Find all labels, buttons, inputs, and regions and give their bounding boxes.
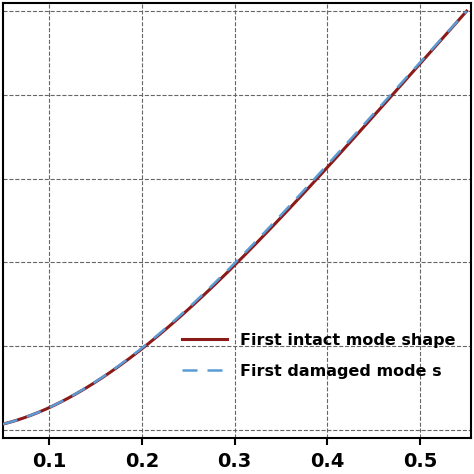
Legend: First intact mode shape, First damaged mode s: First intact mode shape, First damaged m… [174, 325, 463, 387]
Line: First damaged mode s: First damaged mode s [3, 11, 466, 424]
First intact mode shape [347, 139, 353, 145]
First intact mode shape [464, 9, 469, 14]
First damaged mode s [108, 369, 113, 374]
First intact mode shape [108, 369, 113, 375]
First damaged mode s [464, 9, 469, 14]
First intact mode shape [208, 286, 214, 292]
First damaged mode s [208, 284, 214, 290]
First intact mode shape [427, 50, 432, 56]
First damaged mode s [347, 137, 353, 143]
First intact mode shape [340, 148, 346, 154]
First damaged mode s [112, 366, 118, 372]
First damaged mode s [0, 421, 6, 427]
First intact mode shape [112, 366, 118, 372]
First damaged mode s [340, 146, 346, 151]
First damaged mode s [427, 49, 432, 55]
First intact mode shape [0, 421, 6, 427]
Line: First intact mode shape: First intact mode shape [3, 11, 466, 424]
